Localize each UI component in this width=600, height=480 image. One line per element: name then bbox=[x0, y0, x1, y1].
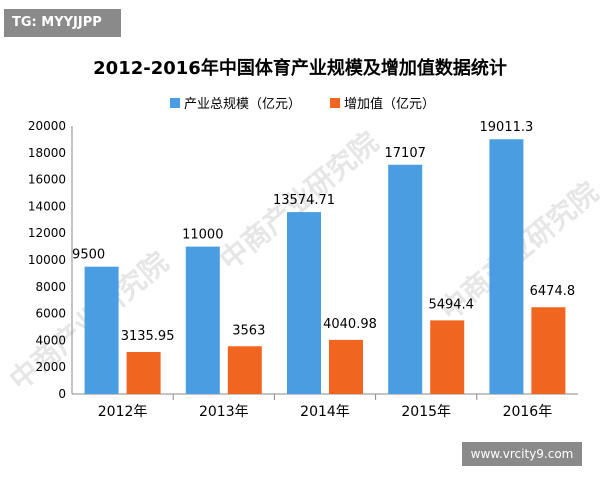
y-tick-label: 18000 bbox=[28, 146, 66, 160]
legend-swatch bbox=[170, 98, 180, 108]
legend-label: 产业总规模（亿元） bbox=[184, 97, 301, 112]
y-tick-label: 10000 bbox=[28, 253, 66, 267]
legend-label: 增加值（亿元） bbox=[344, 96, 435, 112]
x-tick-label: 2012年 bbox=[98, 404, 148, 420]
data-label: 3135.95 bbox=[121, 329, 175, 344]
y-tick-label: 0 bbox=[58, 387, 66, 401]
y-tick-label: 6000 bbox=[35, 307, 66, 321]
data-label: 13574.71 bbox=[273, 193, 335, 208]
tag-badge: TG: MYYJJPP bbox=[4, 9, 121, 37]
data-label: 3563 bbox=[232, 323, 265, 338]
bar-added bbox=[531, 307, 566, 394]
data-label: 6474.8 bbox=[530, 284, 576, 299]
y-tick-label: 8000 bbox=[35, 280, 66, 294]
y-tick-label: 16000 bbox=[28, 173, 66, 187]
legend-swatch bbox=[330, 98, 340, 108]
y-tick-label: 2000 bbox=[35, 360, 66, 374]
bar-total bbox=[388, 164, 423, 394]
x-tick-label: 2013年 bbox=[199, 404, 249, 420]
y-tick-label: 12000 bbox=[28, 226, 66, 240]
y-tick-label: 20000 bbox=[28, 119, 66, 133]
bar-added bbox=[227, 346, 262, 394]
bar-total bbox=[489, 139, 524, 394]
data-label: 11000 bbox=[182, 228, 223, 243]
data-label: 4040.98 bbox=[323, 317, 377, 332]
x-tick-label: 2015年 bbox=[401, 404, 451, 420]
site-badge: www.vrcity9.com bbox=[462, 442, 582, 466]
bar-total bbox=[185, 246, 220, 394]
data-label: 17107 bbox=[385, 146, 426, 161]
data-label: 5494.4 bbox=[428, 297, 474, 312]
bar-total bbox=[287, 212, 321, 394]
data-label: 9500 bbox=[72, 248, 105, 263]
data-label: 19011.3 bbox=[480, 120, 534, 135]
chart-title: 2012-2016年中国体育产业规模及增加值数据统计 bbox=[93, 57, 507, 79]
bar-added bbox=[329, 339, 363, 394]
x-tick-label: 2016年 bbox=[503, 404, 553, 420]
y-tick-label: 14000 bbox=[28, 199, 66, 213]
bar-added bbox=[430, 320, 465, 394]
y-tick-label: 4000 bbox=[35, 333, 66, 347]
bar-added bbox=[126, 351, 161, 394]
bar-total bbox=[84, 266, 119, 394]
x-tick-label: 2014年 bbox=[300, 404, 350, 420]
